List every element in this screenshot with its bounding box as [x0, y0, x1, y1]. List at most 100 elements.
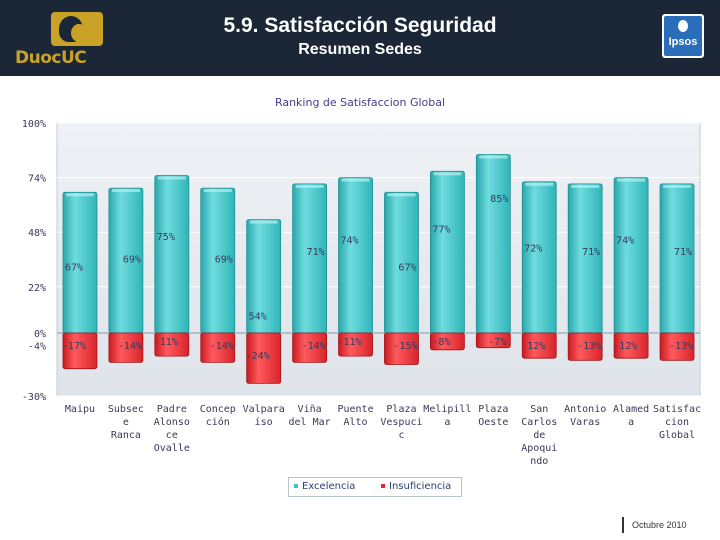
bar-insuficiencia [62, 332, 98, 370]
bar-insuficiencia [338, 332, 373, 357]
ipsos-mark-icon [678, 20, 688, 32]
data-label-excelencia: 69% [123, 255, 141, 266]
x-tick-label: Concep [200, 404, 236, 415]
bar-highlight [341, 178, 370, 182]
header: DuocUC 5.9. Satisfacción Seguridad Resum… [0, 0, 720, 76]
x-tick-label: San [530, 404, 548, 415]
x-tick-label: Melipill [423, 404, 471, 415]
data-label-excelencia: 85% [490, 194, 508, 205]
bar-insuficiencia [613, 332, 649, 359]
data-label-insuficiencia: -11% [154, 337, 178, 348]
x-tick-label: a [628, 417, 634, 428]
bar-highlight [295, 184, 324, 188]
bar-insuficiencia [475, 332, 511, 349]
y-tick-label: 48% [28, 228, 46, 239]
x-tick-label: e [123, 417, 129, 428]
x-tick-label: Ranca [111, 430, 141, 441]
bar-highlight [571, 184, 600, 188]
y-tick-label: -30% [22, 392, 46, 403]
data-label-excelencia: 72% [524, 243, 542, 254]
bar-highlight [617, 178, 646, 182]
bar-excelencia [429, 170, 465, 334]
x-tick-label: Alamed [613, 404, 649, 415]
x-tick-label: del Mar [289, 417, 331, 428]
x-tick-label: Subsec [108, 404, 144, 415]
data-label-insuficiencia: -15% [393, 341, 417, 352]
bar-excelencia [521, 181, 557, 334]
bar-insuficiencia [567, 332, 603, 361]
x-tick-label: Carlos [521, 417, 557, 428]
x-tick-label: Global [659, 430, 695, 441]
legend-item-excelencia: Excelencia [294, 481, 355, 492]
data-label-insuficiencia: -17% [62, 341, 86, 352]
bar-highlight [157, 176, 186, 180]
x-tick-label: ndo [530, 456, 548, 467]
legend-swatch-excelencia [294, 484, 298, 488]
x-tick-label: Maipu [65, 404, 95, 415]
data-label-insuficiencia: -11% [337, 337, 361, 348]
data-label-insuficiencia: -7% [488, 337, 506, 348]
x-tick-label: Viña [298, 404, 322, 415]
bar-highlight [111, 189, 140, 193]
bar-insuficiencia [246, 332, 282, 384]
duoc-logo-text: DuocUC [15, 48, 87, 68]
bar-insuficiencia [521, 332, 557, 359]
data-label-insuficiencia: -14% [210, 341, 234, 352]
data-label-excelencia: 67% [65, 262, 83, 273]
bar-insuficiencia [429, 332, 465, 351]
bar-excelencia [338, 177, 373, 334]
bar-excelencia [613, 177, 649, 334]
bar-highlight [663, 184, 692, 188]
y-tick-label: 0% [34, 329, 46, 340]
x-tick-label: ce [166, 430, 178, 441]
data-label-excelencia: 77% [432, 224, 450, 235]
x-tick-label: Valpara [243, 404, 285, 415]
bar-excelencia [292, 183, 328, 334]
x-tick-label: Oeste [478, 417, 508, 428]
x-tick-label: Alonso [154, 417, 190, 428]
bar-insuficiencia [659, 332, 695, 361]
x-tick-label: ción [206, 416, 230, 428]
x-tick-label: a [444, 417, 450, 428]
y-tick-label: -4% [28, 341, 46, 352]
data-label-excelencia: 71% [307, 247, 325, 258]
legend-item-insuficiencia: Insuficiencia [381, 481, 451, 492]
data-label-insuficiencia: -14% [118, 341, 142, 352]
x-tick-label: Apoqui [521, 443, 557, 454]
data-label-excelencia: 67% [398, 262, 416, 273]
bar-insuficiencia [384, 332, 419, 365]
x-tick-label: Puente [337, 404, 373, 415]
ipsos-logo-text: Ipsos [668, 36, 698, 48]
legend-swatch-insuficiencia [381, 484, 385, 488]
bar-highlight [249, 220, 278, 224]
x-tick-label: Satisfac [653, 404, 701, 415]
x-tick-label: de [533, 430, 545, 441]
bar-highlight [65, 193, 94, 197]
y-tick-label: 22% [28, 283, 46, 294]
y-tick-label: 100% [22, 119, 46, 130]
bar-insuficiencia [292, 332, 328, 363]
data-label-excelencia: 74% [616, 236, 634, 247]
x-tick-label: íso [255, 416, 273, 428]
page-subtitle: Resumen Sedes [298, 41, 422, 58]
bar-highlight [203, 189, 232, 193]
data-label-insuficiencia: -13% [577, 341, 601, 352]
x-tick-label: Varas [570, 417, 600, 428]
data-label-excelencia: 54% [249, 312, 267, 323]
data-label-insuficiencia: -12% [521, 341, 545, 352]
x-tick-label: Plaza [478, 404, 508, 415]
data-label-excelencia: 71% [674, 247, 692, 258]
x-tick-label: c [398, 430, 404, 441]
data-label-excelencia: 75% [157, 232, 175, 243]
data-label-excelencia: 69% [215, 255, 233, 266]
footer-divider [622, 517, 624, 533]
footer-date: Octubre 2010 [632, 520, 687, 530]
x-tick-label: Vespuci [380, 417, 422, 428]
bar-highlight [433, 172, 462, 176]
bar-highlight [525, 182, 554, 186]
x-tick-label: Antonio [564, 404, 606, 415]
bar-excelencia [567, 183, 603, 334]
legend: Excelencia Insuficiencia [288, 477, 462, 497]
data-label-excelencia: 74% [341, 236, 359, 247]
